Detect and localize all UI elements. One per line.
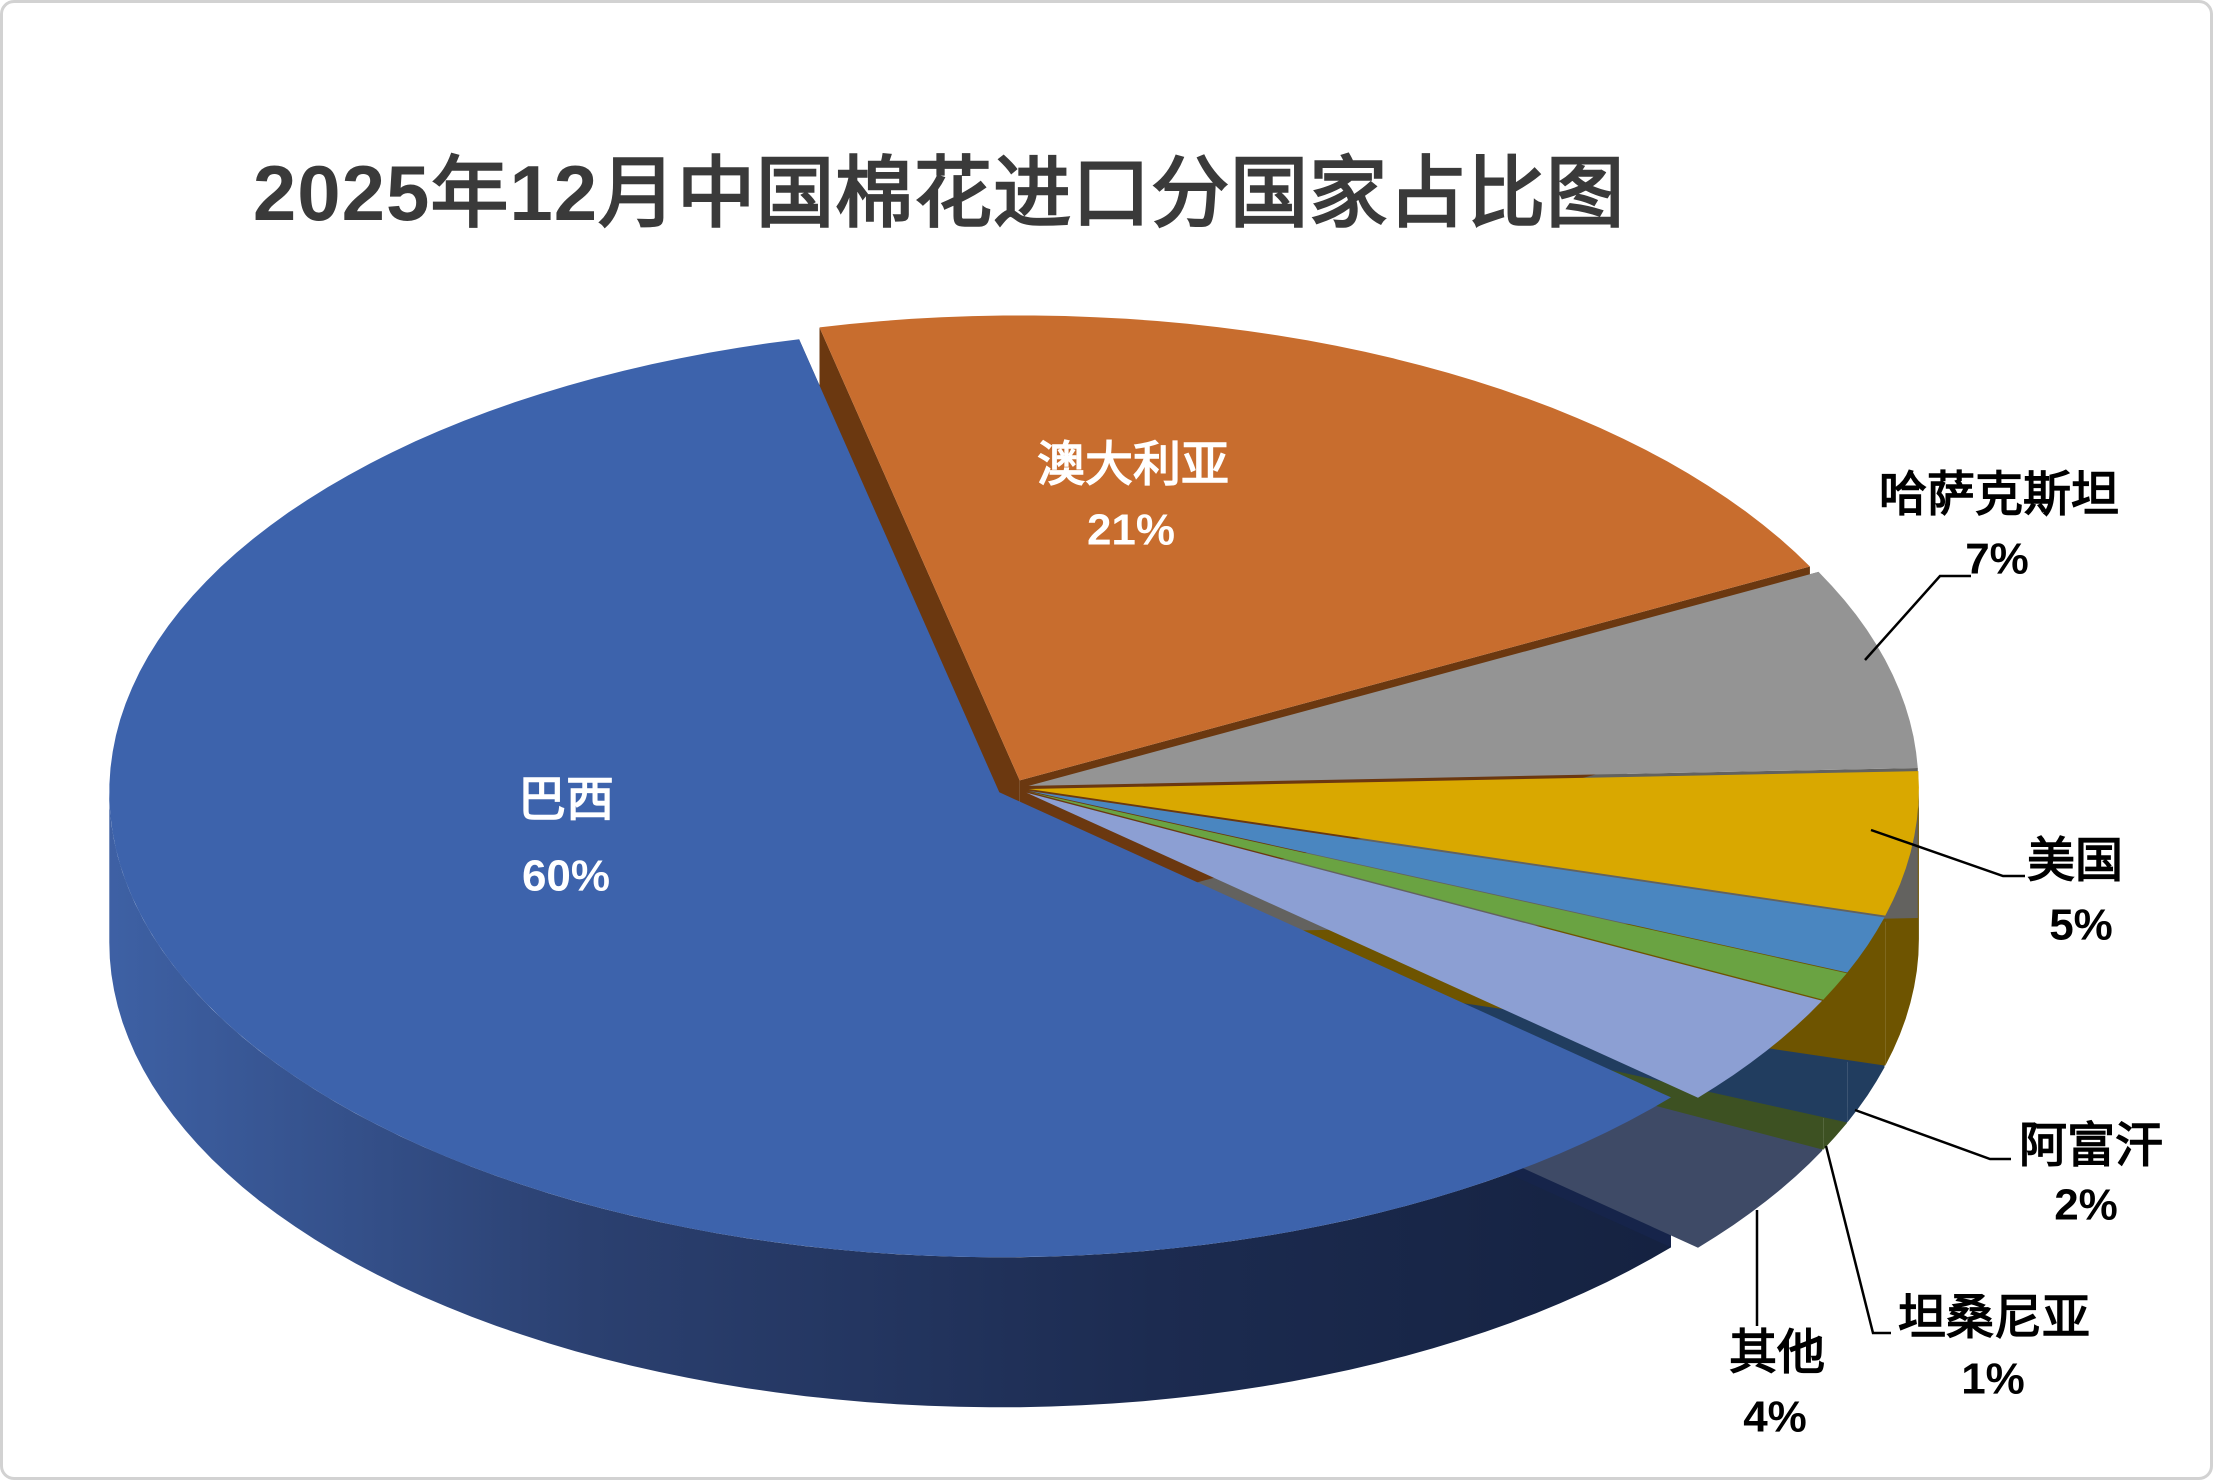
pie-slice-other [1026, 792, 1823, 1098]
slice-label-afghanistan: 阿富汗 [2019, 1120, 2163, 1173]
leader-line-kazakhstan [1864, 574, 1971, 661]
slice-percentage-kazakhstan: 7% [1965, 535, 2029, 584]
leader-line-usa [1870, 828, 2025, 878]
chart-title: 2025年12月中国棉花进口分国家占比图 [252, 149, 1626, 237]
pie-wall-brazil [109, 792, 1671, 1408]
leader-line-tanzania [1824, 1145, 1891, 1335]
slice-label-australia: 澳大利亚 [1037, 439, 1229, 492]
slice-label-usa: 美国 [2027, 835, 2123, 888]
slice-percentage-australia: 21% [1087, 506, 1175, 555]
slice-percentage-usa: 5% [2049, 901, 2113, 950]
pie-slice-brazil [109, 339, 1671, 1258]
leader-line-afghanistan [1854, 1108, 2011, 1161]
pie-chart-3d: 澳大利亚 21% 哈萨克斯坦 7% 美国 5% 阿富汗 2% 坦桑尼亚 1% 其他 4% 巴西 60% [109, 315, 2163, 1442]
pie-slice-kazakhstan [1028, 571, 1918, 786]
pie-slice-tanzania [1027, 791, 1847, 1000]
slice-label-other: 其他 [1729, 1327, 1825, 1380]
slice-percentage-afghanistan: 2% [2054, 1181, 2118, 1230]
slice-percentage-other: 4% [1743, 1393, 1807, 1442]
slice-label-tanzania: 坦桑尼亚 [1898, 1292, 2090, 1345]
pie-slice-usa [1028, 771, 1919, 916]
slice-labels: 澳大利亚 21% 哈萨克斯坦 7% 美国 5% 阿富汗 2% 坦桑尼亚 1% 其他 4% 巴西 60% [518, 439, 2163, 1442]
pie-top-faces [109, 315, 1919, 1258]
label-leader-lines [1755, 574, 2025, 1335]
slice-percentage-brazil: 60% [522, 852, 610, 901]
pie-slice-australia [819, 315, 1810, 781]
slice-percentage-tanzania: 1% [1961, 1355, 2025, 1404]
slice-label-brazil: 巴西 [518, 774, 614, 827]
pie-slice-afghanistan [1028, 790, 1885, 973]
slice-label-kazakhstan: 哈萨克斯坦 [1879, 469, 2119, 522]
